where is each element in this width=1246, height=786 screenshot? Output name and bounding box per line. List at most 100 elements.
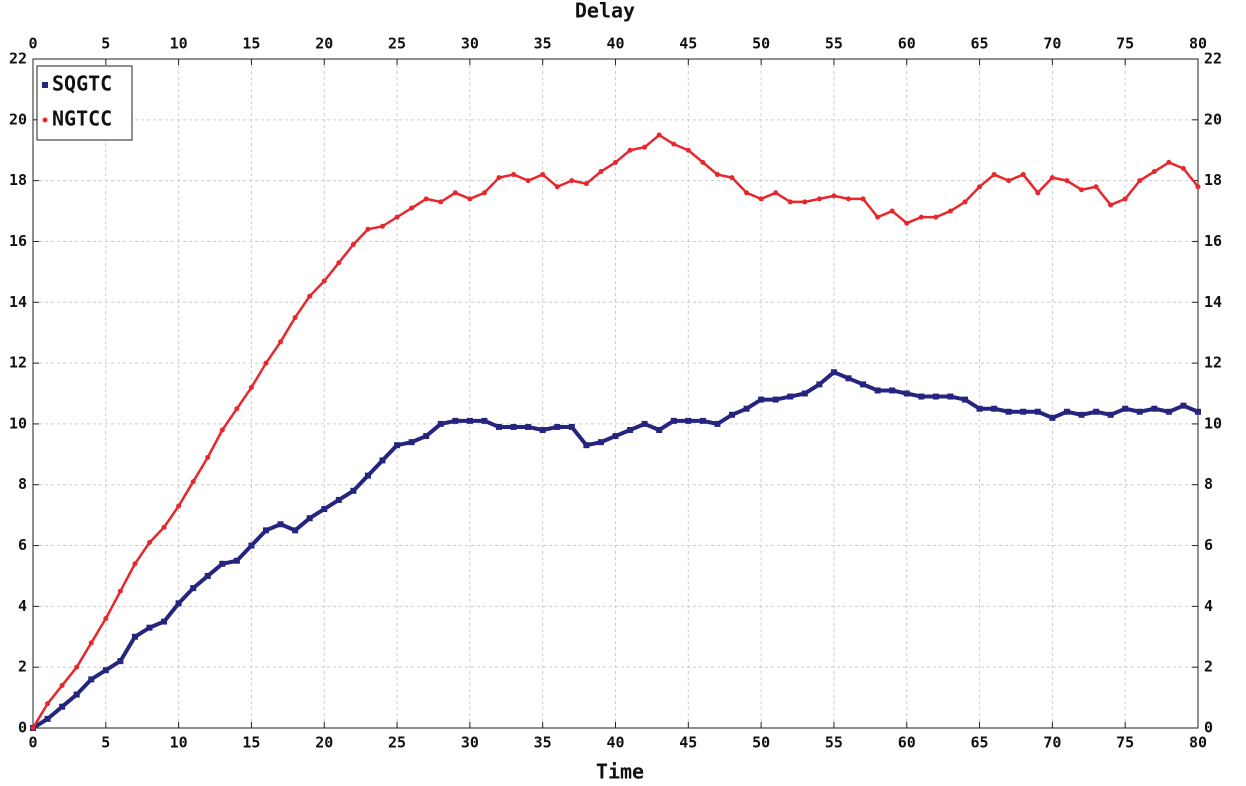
marker bbox=[467, 196, 473, 202]
marker bbox=[117, 588, 123, 594]
marker bbox=[394, 442, 401, 449]
marker bbox=[204, 572, 211, 579]
marker bbox=[350, 487, 357, 494]
marker bbox=[525, 178, 531, 184]
marker bbox=[743, 405, 750, 412]
marker bbox=[1034, 408, 1041, 415]
marker bbox=[263, 527, 269, 534]
marker bbox=[846, 196, 851, 202]
marker bbox=[409, 205, 415, 211]
marker bbox=[45, 701, 51, 707]
top-tick-label: 30 bbox=[461, 35, 479, 53]
marker bbox=[583, 181, 589, 187]
y2-tick-label: 4 bbox=[1204, 597, 1213, 615]
y2-tick-label: 14 bbox=[1204, 293, 1222, 311]
marker bbox=[831, 193, 837, 199]
y2-tick-label: 10 bbox=[1204, 414, 1222, 432]
y2-tick-label: 6 bbox=[1204, 536, 1213, 554]
marker bbox=[685, 147, 691, 153]
marker bbox=[1064, 178, 1070, 184]
legend-label: NGTCC bbox=[52, 107, 112, 131]
marker bbox=[263, 360, 269, 366]
y2-tick-label: 16 bbox=[1204, 232, 1222, 250]
marker bbox=[379, 457, 386, 464]
marker bbox=[481, 190, 487, 196]
top-tick-label: 70 bbox=[1043, 35, 1061, 53]
marker bbox=[554, 423, 561, 430]
marker bbox=[205, 454, 211, 460]
y-tick-label: 20 bbox=[9, 110, 27, 128]
y2-tick-label: 20 bbox=[1204, 110, 1222, 128]
marker bbox=[1108, 202, 1114, 208]
marker bbox=[481, 417, 488, 424]
marker bbox=[641, 420, 648, 427]
marker bbox=[102, 667, 109, 674]
marker bbox=[88, 640, 94, 646]
y-tick-label: 22 bbox=[9, 50, 27, 68]
marker bbox=[175, 600, 182, 607]
marker bbox=[131, 633, 138, 640]
x-tick-label: 5 bbox=[101, 734, 110, 752]
marker bbox=[30, 725, 36, 731]
marker bbox=[540, 172, 546, 178]
marker bbox=[787, 393, 794, 400]
marker bbox=[860, 381, 867, 388]
marker bbox=[511, 172, 517, 178]
marker bbox=[219, 427, 225, 433]
marker bbox=[117, 658, 124, 665]
marker bbox=[947, 208, 953, 214]
marker bbox=[307, 293, 313, 299]
marker bbox=[394, 214, 400, 220]
top-tick-label: 25 bbox=[388, 35, 406, 53]
marker bbox=[699, 417, 706, 424]
marker bbox=[277, 521, 284, 528]
marker bbox=[991, 172, 997, 178]
marker bbox=[364, 472, 371, 479]
y2-tick-label: 12 bbox=[1204, 354, 1222, 372]
y2-tick-label: 2 bbox=[1204, 658, 1213, 676]
marker bbox=[1093, 408, 1100, 415]
y2-tick-label: 8 bbox=[1204, 475, 1213, 493]
marker bbox=[74, 664, 80, 670]
marker bbox=[904, 220, 910, 226]
marker bbox=[59, 682, 65, 688]
marker bbox=[437, 420, 444, 427]
marker bbox=[758, 396, 765, 403]
marker bbox=[146, 624, 153, 631]
x-tick-label: 30 bbox=[461, 734, 479, 752]
marker bbox=[132, 561, 138, 567]
marker bbox=[248, 542, 255, 549]
top-tick-label: 50 bbox=[752, 35, 770, 53]
marker bbox=[744, 190, 750, 196]
marker bbox=[656, 426, 663, 433]
marker bbox=[801, 390, 808, 397]
marker bbox=[1122, 196, 1128, 202]
marker bbox=[190, 585, 197, 592]
marker bbox=[335, 496, 342, 503]
marker bbox=[729, 411, 735, 418]
marker bbox=[932, 393, 939, 400]
marker bbox=[656, 132, 662, 138]
marker bbox=[1020, 172, 1026, 178]
x-tick-label: 50 bbox=[752, 734, 770, 752]
marker bbox=[510, 423, 517, 430]
marker bbox=[365, 226, 371, 232]
y-tick-label: 0 bbox=[18, 719, 27, 737]
marker bbox=[1166, 159, 1172, 165]
y-tick-label: 16 bbox=[9, 232, 27, 250]
marker bbox=[380, 223, 385, 229]
marker bbox=[1122, 405, 1129, 412]
marker bbox=[918, 393, 925, 400]
marker bbox=[874, 387, 881, 394]
x-tick-label: 0 bbox=[28, 734, 37, 752]
top-tick-label: 60 bbox=[898, 35, 916, 53]
marker bbox=[408, 439, 415, 446]
marker bbox=[88, 676, 95, 683]
marker bbox=[889, 208, 895, 214]
marker bbox=[1151, 405, 1158, 412]
top-tick-label: 45 bbox=[679, 35, 697, 53]
marker bbox=[103, 616, 109, 622]
marker bbox=[991, 405, 998, 412]
marker bbox=[714, 172, 720, 178]
marker bbox=[977, 184, 983, 190]
